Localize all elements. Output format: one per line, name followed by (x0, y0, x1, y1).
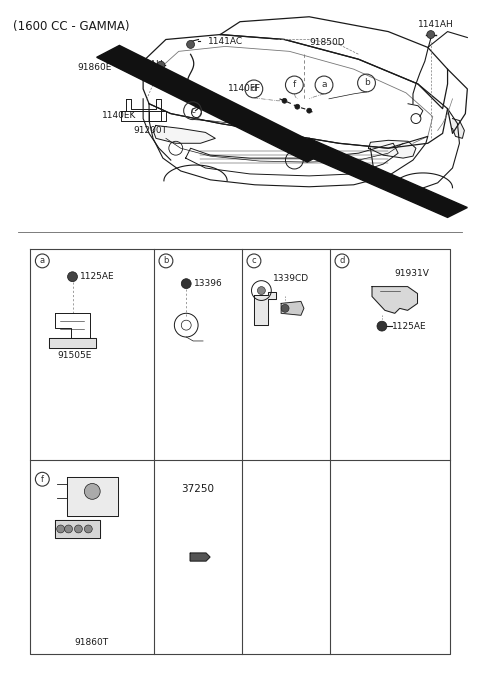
Circle shape (68, 272, 77, 282)
Polygon shape (372, 287, 418, 313)
Text: f: f (41, 475, 44, 484)
Polygon shape (190, 553, 210, 561)
Text: 1339CD: 1339CD (273, 274, 309, 283)
Polygon shape (254, 291, 276, 325)
Text: 1140FF: 1140FF (228, 84, 261, 93)
Text: 1125AE: 1125AE (81, 272, 115, 281)
Polygon shape (369, 141, 416, 158)
Polygon shape (55, 520, 100, 538)
Circle shape (84, 483, 100, 500)
Text: a: a (321, 80, 327, 89)
Circle shape (257, 287, 265, 295)
Text: a: a (40, 256, 45, 266)
Text: 91505E: 91505E (57, 351, 92, 360)
Circle shape (181, 279, 191, 289)
Polygon shape (153, 126, 216, 143)
Polygon shape (49, 338, 96, 348)
Text: 37250: 37250 (181, 484, 215, 494)
Polygon shape (281, 301, 304, 315)
Text: 1141AC: 1141AC (208, 37, 243, 46)
Text: (1600 CC - GAMMA): (1600 CC - GAMMA) (12, 20, 129, 32)
Circle shape (218, 99, 226, 107)
Circle shape (57, 525, 65, 533)
Text: c: c (190, 106, 195, 115)
Text: f: f (293, 80, 296, 89)
Text: 1141AH: 1141AH (128, 59, 164, 69)
Text: d: d (339, 256, 345, 266)
Text: b: b (163, 256, 168, 266)
Text: c: c (252, 256, 256, 266)
Text: 1140EK: 1140EK (102, 111, 136, 120)
Text: 91850D: 91850D (309, 38, 345, 47)
Text: 91931V: 91931V (395, 269, 430, 279)
Circle shape (187, 41, 194, 49)
Circle shape (307, 108, 312, 113)
Text: 1141AH: 1141AH (418, 20, 454, 29)
Circle shape (74, 525, 83, 533)
Polygon shape (96, 45, 329, 162)
Text: 91860E: 91860E (77, 63, 111, 72)
Polygon shape (289, 139, 468, 218)
Circle shape (65, 525, 72, 533)
Circle shape (281, 304, 289, 312)
Circle shape (157, 62, 165, 69)
Circle shape (427, 30, 435, 39)
Text: 1125AE: 1125AE (392, 322, 426, 331)
Text: 13396: 13396 (194, 279, 223, 288)
Polygon shape (453, 118, 464, 139)
Circle shape (282, 98, 287, 103)
Text: 91200T: 91200T (133, 126, 167, 135)
Text: d: d (251, 84, 257, 93)
Text: b: b (364, 78, 370, 87)
Circle shape (84, 525, 92, 533)
Polygon shape (67, 477, 118, 516)
Text: 91860T: 91860T (74, 638, 108, 647)
Circle shape (377, 321, 387, 331)
Circle shape (295, 104, 300, 110)
